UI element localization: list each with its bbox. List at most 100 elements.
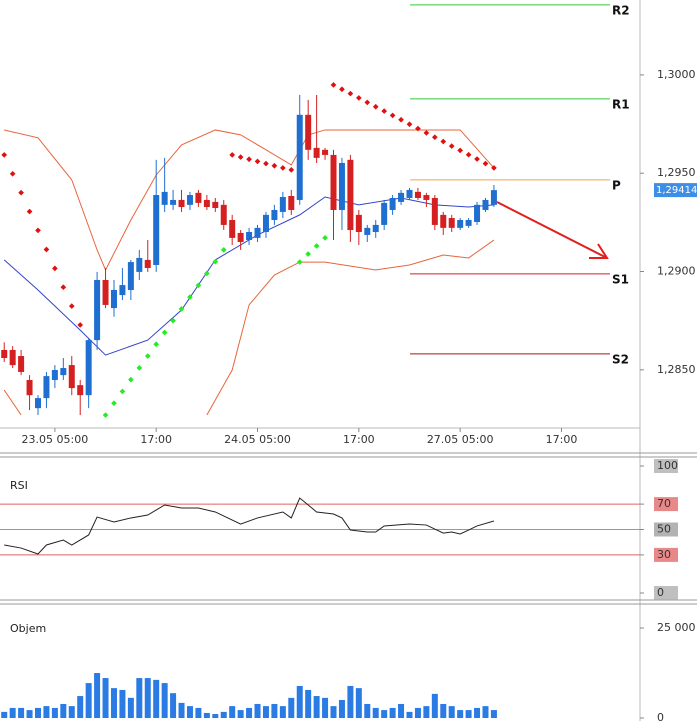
candle-body <box>364 227 371 235</box>
volume-bar <box>330 706 337 718</box>
candle-body <box>406 189 413 198</box>
pivot-label: P <box>612 178 621 192</box>
candle-body <box>34 398 41 409</box>
candle-body <box>279 196 286 212</box>
volume-bar <box>178 702 185 718</box>
candle-body <box>305 114 312 150</box>
candle-body <box>254 227 261 238</box>
sar-dot <box>474 156 480 162</box>
volume-bar <box>423 706 430 718</box>
sar-dot <box>68 303 75 309</box>
sar-dot <box>178 306 185 312</box>
candle-body <box>448 218 455 228</box>
volume-bar <box>406 711 413 718</box>
y-tick-box <box>654 547 678 562</box>
x-tick-label: 17:00 <box>343 433 375 446</box>
y-tick-label: 100 <box>657 459 678 472</box>
candle-body <box>18 356 25 372</box>
candle-body <box>372 224 379 232</box>
y-tick-label: 1,3000 <box>657 68 696 81</box>
x-tick-label: 27.05 05:00 <box>427 433 494 446</box>
volume-bar <box>246 707 253 718</box>
candle-body <box>313 147 320 158</box>
volume-bar <box>170 693 177 718</box>
sar-dot <box>246 156 252 163</box>
volume-bar <box>94 673 101 718</box>
pivot-label: R2 <box>612 3 630 17</box>
candle-body <box>229 219 236 238</box>
panel-title: RSI <box>10 479 28 492</box>
forecast-arrowhead <box>589 243 609 259</box>
volume-bar <box>77 696 84 718</box>
candle-body <box>465 219 472 226</box>
candle-body <box>381 202 388 225</box>
pivot-label: S2 <box>612 352 629 366</box>
sar-dot <box>339 86 345 93</box>
y-tick-box <box>654 522 678 537</box>
candle-body <box>212 201 219 209</box>
candle-body <box>237 232 244 243</box>
candle-body <box>144 259 151 268</box>
sar-dot <box>356 95 362 101</box>
candle-body <box>482 199 489 210</box>
volume-bar <box>355 688 362 718</box>
sar-dot <box>398 116 404 123</box>
y-tick-label: 25 000 <box>657 621 696 634</box>
y-tick-label: 70 <box>657 497 671 510</box>
volume-bar <box>288 697 295 718</box>
volume-bar <box>220 711 227 718</box>
sar-dot <box>305 251 312 257</box>
volume-bar <box>1 711 8 718</box>
candle-body <box>203 199 210 208</box>
candle-body <box>102 279 109 305</box>
candle-body <box>94 279 101 341</box>
volume-bar <box>431 693 438 718</box>
sar-dot <box>212 258 219 265</box>
candle-body <box>246 231 253 241</box>
volume-bar <box>474 707 481 718</box>
line <box>3 389 22 416</box>
candle-body <box>178 199 185 208</box>
y-tick-label: 0 <box>657 711 664 721</box>
volume-bar <box>457 710 464 718</box>
candle-body <box>490 190 497 205</box>
sar-dot <box>372 103 379 110</box>
volume-bar <box>296 685 303 718</box>
volume-bar <box>51 707 58 718</box>
volume-bar <box>347 685 354 718</box>
sar-dot <box>313 243 320 249</box>
pivot-label: S1 <box>612 272 629 286</box>
volume-bar <box>85 683 92 718</box>
volume-bar <box>313 696 320 718</box>
volume-bar <box>9 707 16 718</box>
volume-bar <box>490 710 497 718</box>
sar-dot <box>364 99 371 106</box>
volume-bar <box>127 697 134 718</box>
volume-bar <box>203 712 210 718</box>
volume-bar <box>381 710 388 718</box>
candle-body <box>338 162 345 210</box>
volume-bar <box>68 706 75 718</box>
sar-dot <box>128 376 134 383</box>
sar-dot <box>432 134 438 141</box>
volume-bar <box>262 706 269 718</box>
candle-body <box>60 368 67 376</box>
sar-dot <box>111 400 117 407</box>
sar-dot <box>220 247 227 253</box>
line <box>4 497 495 555</box>
sar-dot <box>187 294 193 300</box>
volume-bar <box>153 679 160 718</box>
y-tick-box <box>654 497 678 512</box>
volume-bar <box>229 706 236 718</box>
sar-dot <box>491 165 497 171</box>
x-tick-label: 17:00 <box>140 433 172 446</box>
panel-title: Objem <box>10 622 46 635</box>
candle-body <box>170 199 177 205</box>
candle-body <box>457 219 464 228</box>
sar-dot <box>136 365 143 371</box>
candle-body <box>85 340 92 396</box>
sar-dot <box>440 138 447 145</box>
candle-body <box>423 195 430 200</box>
candle-body <box>195 192 202 203</box>
